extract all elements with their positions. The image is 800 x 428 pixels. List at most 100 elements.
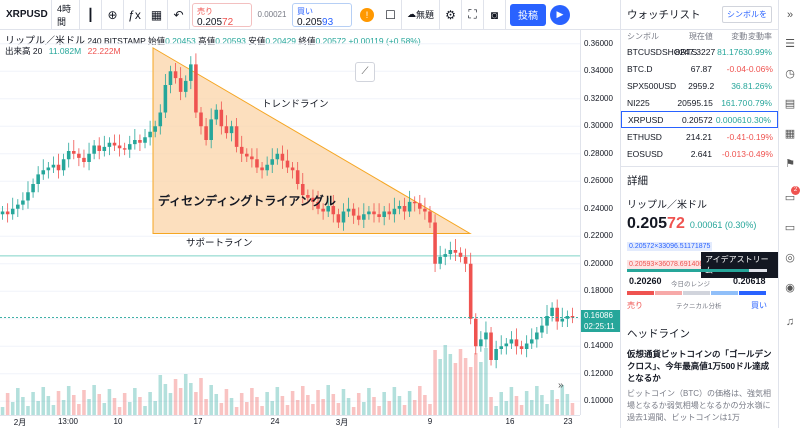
candle-body (473, 318, 478, 347)
watchlist-title[interactable]: ウォッチリスト (627, 9, 701, 21)
volume-bar (514, 396, 519, 415)
watchlist-row[interactable]: SPX500USD 2959.2 36.8 1.26% (621, 77, 778, 94)
collapse-icon[interactable]: » (786, 9, 794, 21)
volume-bar (87, 399, 91, 415)
fullscreen-icon[interactable]: ⛶ (462, 0, 485, 30)
buy-button[interactable]: 買い 0.20593 (292, 2, 352, 28)
volume-bar (550, 390, 554, 415)
volume-bar (458, 349, 463, 415)
volume-bar (26, 406, 30, 415)
volume-bar (199, 378, 203, 415)
sell-button[interactable]: 売り 0.20572 (192, 2, 252, 28)
interval-button[interactable]: 4時間 (52, 0, 80, 30)
watchlist-row[interactable]: BTC.D 67.87 -0.04 -0.06% (621, 60, 778, 77)
candle-body (499, 346, 503, 349)
candle-body (270, 159, 275, 165)
price-tick: 0.14000 (584, 341, 613, 351)
candle-body (229, 126, 234, 134)
candle-body (46, 167, 51, 171)
watchlist-icon[interactable]: ☰ (785, 38, 795, 50)
volume-bar (127, 402, 132, 415)
add-symbol-input[interactable]: シンボルを (722, 6, 772, 23)
volume-bar (300, 386, 305, 415)
notifications-icon[interactable]: ♫ (785, 316, 795, 328)
watchlist-cell-chg: -0.41 (726, 131, 746, 142)
watchlist-row[interactable]: XRPUSD 0.20572 0.00061 0.30% (621, 111, 778, 128)
price-tick: 0.26000 (584, 176, 613, 186)
data-window-icon[interactable]: ▤ (784, 98, 796, 110)
volume-bar (260, 406, 264, 415)
volume-bar (51, 405, 56, 415)
candle-body (260, 167, 264, 171)
layout-icon[interactable]: ☐ (380, 0, 402, 30)
headline-article-link[interactable]: 仮想通貨ビットコインの「ゴールデンクロス」、今年最高値1万500ドル達成となるか (627, 349, 772, 383)
sell-label: 売り (197, 6, 213, 16)
volume-bar (46, 396, 51, 415)
settings-icon[interactable]: ⚙ (440, 0, 463, 30)
watchlist-cell-pct: -0.49% (746, 148, 773, 159)
volume-bar (540, 395, 544, 415)
indicators-icon[interactable]: ƒx (124, 0, 146, 30)
volume-bar (77, 404, 81, 415)
time-tick: 23 (563, 417, 573, 426)
broadcast-icon[interactable]: ◉ (785, 282, 795, 294)
hotlist-icon[interactable]: ⚑ (785, 158, 795, 170)
order-book-ask: 0.20593×36078.69140625 (627, 260, 713, 269)
play-icon[interactable]: ▶ (550, 4, 571, 25)
candle-body (66, 151, 71, 160)
volume-bar (133, 388, 137, 415)
volume-bar (392, 387, 397, 415)
volume-bar (189, 383, 193, 415)
time-tick: 13:00 (57, 417, 79, 426)
volume-bar (499, 392, 503, 415)
candle-body (87, 153, 91, 162)
technical-analysis-label[interactable]: テクニカル分析 (676, 303, 722, 310)
watchlist-row[interactable]: BTCUSDSHORTS 8247.3227 81.1763 0.99% (621, 43, 778, 60)
messages-icon[interactable]: ▭ (784, 222, 796, 234)
volume-bar (367, 388, 371, 415)
volume-bar (239, 393, 244, 415)
col-symbol[interactable]: シンボル (627, 32, 659, 41)
scroll-to-realtime-icon[interactable]: » (558, 380, 564, 391)
volume-bar (168, 393, 173, 415)
chat-icon[interactable]: ▭ (784, 192, 796, 204)
candles-icon[interactable]: ┃ (80, 0, 102, 30)
candle-body (163, 85, 168, 113)
undo-icon[interactable]: ↶ (168, 0, 190, 30)
alerts-clock-icon[interactable]: ◷ (785, 68, 795, 80)
candle-body (112, 142, 117, 146)
detail-price: 0.20572 0.00061 (0.30%) (621, 213, 778, 235)
price-axis[interactable]: 0.36000 0.34000 0.32000 0.30000 0.28000 0.260… (580, 30, 621, 415)
watchlist-row[interactable]: EOSUSD 2.641 -0.013 -0.49% (621, 145, 778, 162)
symbol-search-button[interactable]: XRPUSD (0, 0, 52, 30)
buy-label: 買い (297, 6, 313, 16)
calendar-icon[interactable]: ▦ (784, 128, 796, 140)
volume-bar (255, 397, 259, 415)
candle-body (234, 126, 239, 147)
ideas-icon[interactable]: ◎ (785, 252, 795, 264)
warning-icon[interactable]: ! (360, 7, 374, 22)
col-change-pct[interactable]: 変動率 (748, 32, 772, 41)
watchlist-row[interactable]: NI225 20595.15 161.70 0.79% (621, 94, 778, 111)
price-chart[interactable] (0, 30, 580, 415)
time-axis[interactable]: 2月 13:00 10 17 24 3月 9 16 23 (0, 415, 580, 428)
unnamed-layout-button[interactable]: ☁ 無題 (402, 0, 441, 30)
watchlist-row[interactable]: ETHUSD 214.21 -0.41 -0.19% (621, 128, 778, 145)
candle-body (77, 153, 81, 158)
volume-bar (16, 388, 20, 415)
time-tick: 16 (505, 417, 515, 426)
col-change[interactable]: 変動 (731, 32, 748, 41)
camera-icon[interactable]: ◙ (484, 0, 507, 30)
compare-icon[interactable]: ▦ (146, 0, 168, 30)
volume-bar (565, 394, 570, 415)
volume-bar (336, 403, 341, 415)
volume-bar (31, 392, 35, 415)
candle-body (41, 170, 46, 175)
candle-body (26, 192, 30, 201)
order-book-bid: 0.20572×33096.51171875 (627, 242, 713, 251)
publish-button[interactable]: 投稿 (510, 3, 547, 26)
drawing-toolbar-icon[interactable]: ⟋ (355, 62, 375, 82)
col-last[interactable]: 現在値 (688, 32, 713, 41)
add-icon[interactable]: ⊕ (102, 0, 124, 30)
time-tick: 17 (193, 417, 203, 426)
